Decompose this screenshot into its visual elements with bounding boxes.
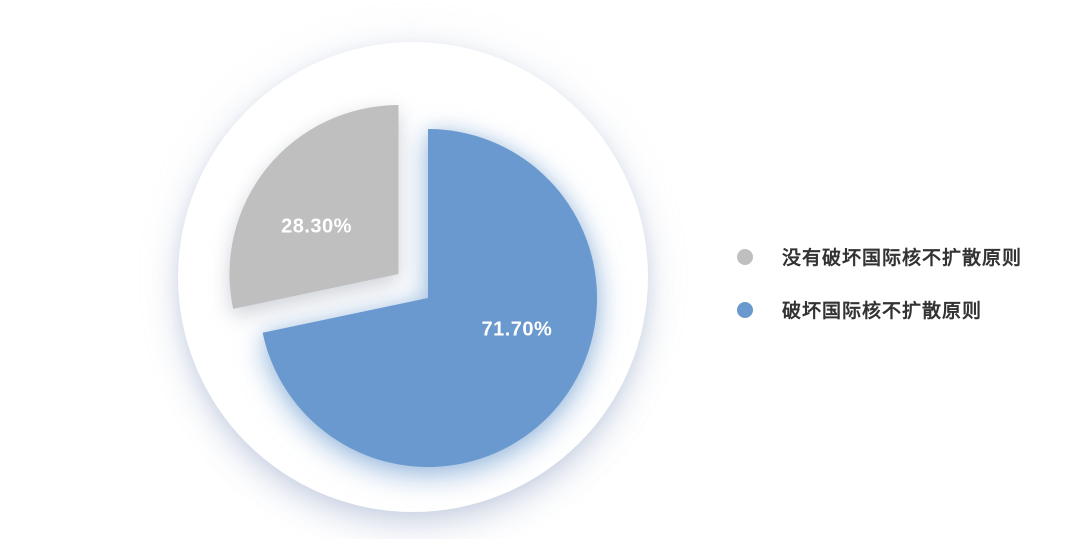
- legend-item-no-violation[interactable]: 没有破坏国际核不扩散原则: [737, 243, 1022, 270]
- legend-item-violation[interactable]: 破坏国际核不扩散原则: [737, 296, 1022, 323]
- legend: 没有破坏国际核不扩散原则 破坏国际核不扩散原则: [737, 243, 1022, 323]
- legend-label: 破坏国际核不扩散原则: [782, 301, 983, 322]
- legend-swatch-gray-icon: [737, 248, 753, 265]
- slice-value-label-blue: 71.70%: [481, 318, 553, 341]
- pie-slice-0[interactable]: [229, 105, 399, 309]
- pie-slice-1[interactable]: [262, 129, 597, 467]
- legend-swatch-blue-icon: [737, 301, 753, 318]
- slice-value-label-gray: 28.30%: [281, 215, 352, 238]
- legend-label: 没有破坏国际核不扩散原则: [782, 248, 1023, 269]
